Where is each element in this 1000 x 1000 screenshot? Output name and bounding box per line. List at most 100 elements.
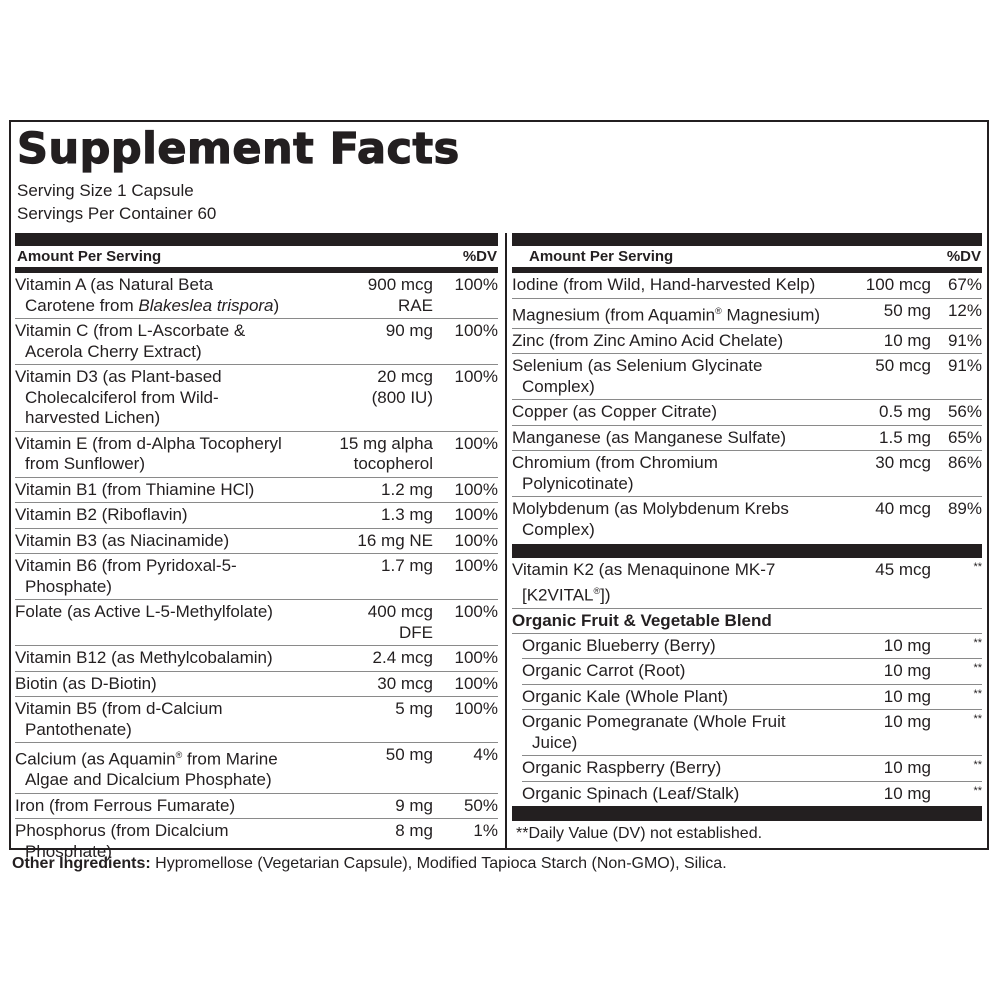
nutrient-amount: 1.3 mg — [381, 505, 433, 524]
amount-per-serving-label: Amount Per Serving — [17, 248, 162, 265]
nutrient-row: Organic Kale (Whole Plant) 10 mg ** — [522, 685, 982, 711]
nutrient-dv: 89% — [947, 499, 982, 519]
nutrient-name: Phosphorus (from Dicalcium Phosphate) — [15, 821, 229, 861]
nutrient-amount: 15 mg alpha tocopherol — [339, 433, 433, 474]
nutrient-row: Zinc (from Zinc Amino Acid Chelate) 10 mg… — [512, 329, 982, 355]
heavy-rule — [15, 233, 498, 246]
nutrient-amount: 1.5 mg — [879, 427, 931, 447]
nutrient-amount: 10 mg — [883, 330, 931, 350]
nutrient-row: Organic Spinach (Leaf/Stalk) 10 mg ** — [522, 782, 982, 807]
nutrient-dv: ** — [973, 713, 982, 726]
nutrient-row: Vitamin A (as Natural Beta Carotene from… — [15, 273, 498, 319]
nutrient-row: Vitamin B1 (from Thiamine HCl) 1.2 mg 100% — [15, 478, 498, 503]
nutrient-dv: 91% — [947, 356, 982, 376]
nutrient-row: Vitamin B2 (Riboflavin) 1.3 mg 100% — [15, 503, 498, 529]
nutrient-row: Iodine (from Wild, Hand-harvested Kelp) 1… — [512, 273, 982, 299]
panel-title: Supplement Facts — [16, 123, 460, 174]
nutrient-name: Molybdenum (as Molybdenum Krebs Complex) — [512, 499, 789, 539]
heavy-rule — [512, 544, 982, 559]
nutrient-amount: 16 mg NE — [357, 530, 433, 550]
nutrient-amount: 10 mg — [883, 661, 931, 681]
nutrient-dv: 100% — [454, 321, 498, 340]
nutrient-name: Iron (from Ferrous Fumarate) — [15, 795, 236, 815]
nutrient-dv: 100% — [454, 673, 498, 693]
thin-rule — [512, 267, 982, 273]
nutrient-name: Vitamin B1 (from Thiamine HCl) — [15, 479, 255, 499]
nutrient-dv: ** — [973, 687, 982, 700]
nutrient-amount: 100 mcg — [865, 275, 931, 294]
nutrient-row: Vitamin B3 (as Niacinamide) 16 mg NE 100% — [15, 529, 498, 554]
nutrient-name: Vitamin B2 (Riboflavin) — [15, 505, 188, 524]
nutrient-amount: 50 mg — [385, 745, 433, 764]
dv-label: %DV — [462, 248, 497, 265]
other-ingredients-text: Hypromellose (Vegetarian Capsule), Modif… — [150, 855, 727, 872]
nutrient-name: Calcium (as Aquamin® from Marine Algae a… — [15, 749, 278, 790]
nutrient-name: Zinc (from Zinc Amino Acid Chelate) — [512, 330, 784, 350]
nutrient-dv: 100% — [454, 648, 498, 667]
other-ingredients-label: Other Ingredients: — [12, 855, 151, 872]
nutrient-dv: 4% — [473, 745, 498, 764]
nutrient-name: Organic Spinach (Leaf/Stalk) — [522, 783, 740, 803]
nutrient-row: Iron (from Ferrous Fumarate) 9 mg 50% — [15, 794, 498, 820]
nutrient-amount: 90 mg — [385, 321, 433, 340]
nutrient-row: Copper (as Copper Citrate) 0.5 mg 56% — [512, 400, 982, 426]
nutrient-amount: 1.2 mg — [381, 479, 433, 499]
nutrient-row: Chromium (from Chromium Polynicotinate) 3… — [512, 451, 982, 498]
nutrient-amount: 30 mcg — [875, 453, 931, 473]
nutrient-name-end: ) — [273, 295, 280, 315]
nutrient-row: Selenium (as Selenium Glycinate Complex)… — [512, 354, 982, 401]
nutrient-row: Vitamin E (from d-Alpha Tocopheryl from … — [15, 432, 498, 478]
right-column: Amount Per Serving %DV Iodine (from Wild… — [512, 233, 982, 843]
nutrient-dv: 86% — [947, 453, 982, 473]
nutrient-amount: 10 mg — [883, 758, 931, 778]
nutrient-amount: 30 mcg — [377, 673, 433, 693]
nutrient-name: Organic Raspberry (Berry) — [522, 758, 722, 778]
supplement-facts-panel — [9, 120, 989, 850]
nutrient-amount: 45 mcg — [875, 560, 931, 580]
nutrient-dv: 100% — [454, 433, 498, 453]
nutrient-row: Organic Pomegranate (Whole Fruit Juice) 1… — [522, 710, 982, 757]
nutrient-dv: ** — [973, 561, 982, 574]
column-divider — [505, 233, 507, 850]
thin-rule — [15, 267, 498, 273]
nutrient-amount: 50 mg — [883, 300, 931, 320]
nutrient-name: Organic Pomegranate (Whole Fruit Juice) — [522, 712, 786, 752]
blend-title: Organic Fruit & Vegetable Blend — [512, 609, 982, 634]
nutrient-dv: ** — [973, 759, 982, 772]
nutrient-amount: 2.4 mcg — [372, 648, 433, 667]
nutrient-amount: 400 mcg DFE — [367, 602, 433, 642]
heavy-rule — [512, 806, 982, 822]
nutrient-amount: 8 mg — [395, 821, 433, 841]
blend-list: Organic Blueberry (Berry) 10 mg ** Organic … — [512, 634, 982, 807]
nutrient-row: Vitamin B5 (from d-Calcium Pantothenate)… — [15, 697, 498, 743]
nutrient-name: Organic Kale (Whole Plant) — [522, 686, 728, 706]
nutrient-row: Vitamin D3 (as Plant-based Cholecalcifer… — [15, 365, 498, 432]
nutrient-row: Vitamin B12 (as Methylcobalamin) 2.4 mcg 1… — [15, 646, 498, 672]
nutrient-dv: 56% — [947, 402, 982, 422]
servings-per-container: Servings Per Container 60 — [17, 204, 217, 223]
k2-section: Vitamin K2 (as Menaquinone MK-7 [K2VITAL… — [512, 558, 982, 609]
nutrient-row: Biotin (as D-Biotin) 30 mcg 100% — [15, 672, 498, 697]
nutrient-amount: 50 mcg — [875, 356, 931, 376]
nutrient-row: Organic Raspberry (Berry) 10 mg ** — [522, 756, 982, 782]
nutrient-name: Magnesium (from Aquamin® Magnesium) — [512, 305, 821, 325]
nutrient-amount: 10 mg — [883, 635, 931, 655]
nutrient-name: Vitamin A (as Natural Beta Carotene from… — [15, 275, 283, 316]
nutrient-source-italic: Blakeslea trispora — [138, 295, 274, 315]
nutrient-row: Calcium (as Aquamin® from Marine Algae a… — [15, 743, 498, 794]
nutrient-name: Manganese (as Manganese Sulfate) — [512, 427, 787, 447]
nutrient-name: Organic Carrot (Root) — [522, 661, 686, 681]
nutrient-amount: 10 mg — [883, 712, 931, 732]
nutrient-row: Organic Carrot (Root) 10 mg ** — [522, 659, 982, 685]
nutrient-dv: ** — [973, 784, 982, 797]
nutrient-name: Iodine (from Wild, Hand-harvested Kelp) — [512, 275, 816, 294]
column-header: Amount Per Serving %DV — [512, 246, 982, 267]
nutrient-amount: 0.5 mg — [879, 402, 931, 422]
nutrient-name-text: Vitamin A (as Natural Beta Carotene from — [15, 275, 214, 315]
nutrient-dv: ** — [973, 662, 982, 675]
nutrient-dv: 100% — [454, 479, 498, 499]
nutrient-dv: 100% — [454, 699, 498, 718]
nutrient-name: Selenium (as Selenium Glycinate Complex) — [512, 356, 763, 396]
nutrient-name: Vitamin B5 (from d-Calcium Pantothenate) — [15, 699, 223, 739]
nutrient-amount: 900 mcg RAE — [367, 275, 433, 315]
